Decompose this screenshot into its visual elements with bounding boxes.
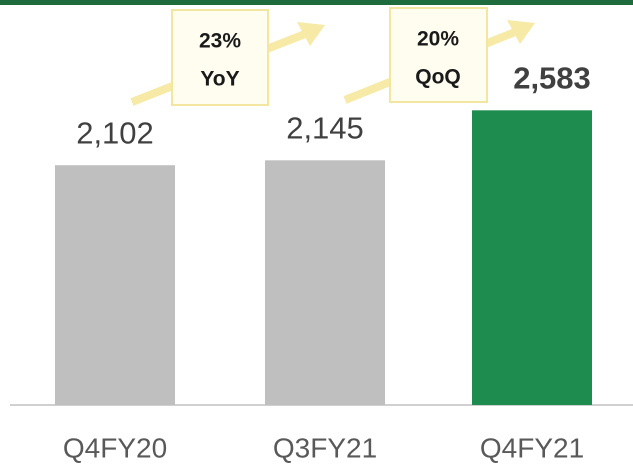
bar [55,165,175,405]
annotation-box [171,9,269,106]
value-label: 2,102 [76,115,154,150]
x-tick-label: Q4FY20 [63,432,167,463]
value-label: 2,145 [286,110,364,145]
annotation: 23% [199,30,241,53]
x-tick-label: Q3FY21 [273,432,377,463]
annotation: YoY [200,68,239,91]
annotation: QoQ [415,66,461,89]
annotation-box [389,7,488,103]
bar [265,160,385,405]
top-stripe [0,0,633,5]
value-label: 2,583 [513,61,591,96]
bar [472,110,592,406]
annotation: 20% [417,28,459,51]
x-tick-label: Q4FY21 [480,432,584,463]
